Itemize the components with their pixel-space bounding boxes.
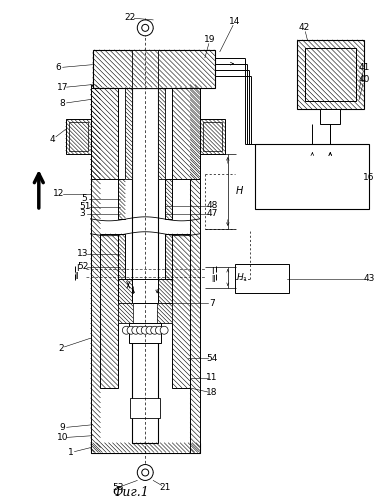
- Bar: [119, 304, 172, 324]
- Bar: [320, 110, 340, 124]
- Text: 14: 14: [229, 18, 241, 26]
- Text: 12: 12: [53, 190, 64, 198]
- Bar: [235, 264, 290, 294]
- Bar: [172, 88, 200, 179]
- Circle shape: [137, 20, 153, 36]
- Text: 13: 13: [77, 249, 88, 258]
- Bar: [190, 84, 200, 452]
- Bar: [119, 179, 125, 219]
- Bar: [172, 234, 190, 388]
- Text: 6: 6: [56, 63, 62, 72]
- Circle shape: [132, 326, 140, 334]
- Text: 21: 21: [160, 483, 171, 492]
- Text: 41: 41: [358, 63, 370, 72]
- Text: II: II: [212, 275, 216, 284]
- Text: 11: 11: [206, 374, 218, 382]
- Circle shape: [146, 326, 154, 334]
- Bar: [100, 84, 190, 452]
- Text: 17: 17: [57, 83, 68, 92]
- Bar: [132, 50, 158, 88]
- Bar: [66, 120, 90, 154]
- Text: 2: 2: [58, 344, 63, 352]
- Text: 19: 19: [204, 36, 215, 44]
- Bar: [165, 179, 172, 219]
- Bar: [90, 442, 200, 452]
- Text: 10: 10: [57, 433, 68, 442]
- Bar: [90, 88, 119, 179]
- Bar: [158, 278, 172, 303]
- Bar: [165, 234, 172, 278]
- Text: 43: 43: [363, 274, 375, 283]
- Circle shape: [137, 464, 153, 480]
- Text: I: I: [212, 267, 214, 276]
- Text: 18: 18: [206, 388, 218, 398]
- Text: 1: 1: [68, 448, 73, 457]
- Circle shape: [136, 326, 144, 334]
- Circle shape: [122, 326, 130, 334]
- Bar: [125, 179, 165, 219]
- Bar: [92, 50, 215, 88]
- Bar: [158, 88, 165, 179]
- Circle shape: [141, 326, 149, 334]
- Text: H: H: [236, 186, 243, 196]
- Circle shape: [151, 326, 159, 334]
- Text: I: I: [76, 264, 79, 273]
- Text: 3: 3: [80, 210, 86, 218]
- Circle shape: [142, 469, 149, 476]
- Bar: [90, 84, 100, 452]
- Bar: [125, 88, 132, 179]
- Text: 47: 47: [206, 210, 218, 218]
- Bar: [132, 278, 158, 303]
- Bar: [129, 324, 161, 343]
- Circle shape: [155, 326, 163, 334]
- Circle shape: [160, 326, 168, 334]
- Text: 51: 51: [79, 202, 90, 211]
- Text: 16: 16: [363, 172, 375, 182]
- Text: 52: 52: [77, 262, 88, 271]
- Bar: [132, 88, 158, 442]
- Bar: [69, 122, 87, 151]
- Text: $H_1$: $H_1$: [236, 272, 248, 284]
- Text: 4: 4: [50, 135, 55, 144]
- Text: 5: 5: [82, 194, 87, 203]
- Text: 8: 8: [60, 99, 66, 108]
- Text: 40: 40: [358, 75, 370, 84]
- Text: II: II: [74, 272, 79, 281]
- Bar: [306, 48, 356, 102]
- Text: 53: 53: [112, 483, 124, 492]
- Bar: [119, 234, 125, 278]
- Bar: [203, 122, 222, 151]
- Text: 54: 54: [206, 354, 218, 362]
- Text: Фиг.1: Фиг.1: [112, 486, 149, 499]
- Bar: [119, 278, 132, 303]
- Text: 22: 22: [125, 14, 136, 22]
- Circle shape: [127, 326, 135, 334]
- Bar: [200, 120, 225, 154]
- Bar: [119, 304, 133, 324]
- Text: 42: 42: [299, 24, 310, 32]
- Bar: [157, 304, 172, 324]
- Bar: [100, 234, 119, 388]
- Text: 9: 9: [60, 423, 66, 432]
- Text: 7: 7: [209, 299, 215, 308]
- Circle shape: [142, 24, 149, 32]
- Bar: [255, 144, 369, 209]
- Bar: [298, 40, 364, 110]
- Bar: [130, 398, 160, 418]
- Text: 48: 48: [206, 202, 218, 210]
